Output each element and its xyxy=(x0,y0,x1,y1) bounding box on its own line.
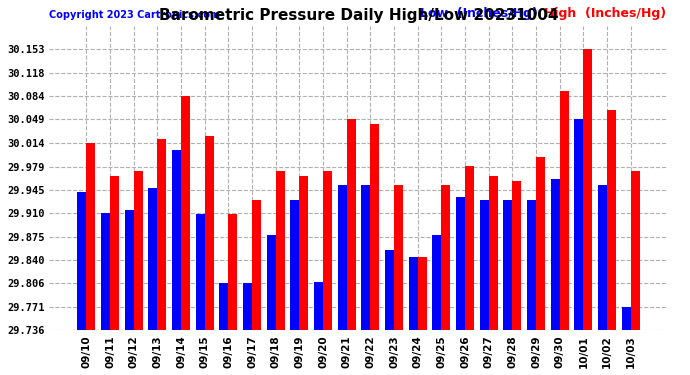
Bar xyxy=(607,110,616,330)
Bar xyxy=(480,200,489,330)
Bar xyxy=(371,124,380,330)
Bar xyxy=(465,166,474,330)
Bar xyxy=(196,214,205,330)
Bar xyxy=(433,236,442,330)
Bar xyxy=(252,200,261,330)
Bar xyxy=(513,181,522,330)
Bar xyxy=(314,282,323,330)
Text: Low  (Inches/Hg): Low (Inches/Hg) xyxy=(420,7,538,20)
Bar xyxy=(456,197,465,330)
Bar xyxy=(622,307,631,330)
Bar xyxy=(110,176,119,330)
Bar xyxy=(219,283,228,330)
Bar xyxy=(504,200,513,330)
Bar xyxy=(228,214,237,330)
Text: Copyright 2023 Cartronics.com: Copyright 2023 Cartronics.com xyxy=(49,10,220,20)
Bar xyxy=(205,136,214,330)
Bar xyxy=(417,257,426,330)
Text: High  (Inches/Hg): High (Inches/Hg) xyxy=(544,7,667,20)
Bar xyxy=(290,200,299,330)
Title: Barometric Pressure Daily High/Low 20231004: Barometric Pressure Daily High/Low 20231… xyxy=(159,8,558,23)
Bar xyxy=(347,119,356,330)
Bar xyxy=(148,188,157,330)
Bar xyxy=(560,91,569,330)
Bar xyxy=(323,171,332,330)
Bar xyxy=(125,210,134,330)
Bar xyxy=(575,119,584,330)
Bar xyxy=(631,171,640,330)
Bar xyxy=(77,192,86,330)
Bar xyxy=(408,257,417,330)
Bar xyxy=(489,176,497,330)
Bar xyxy=(536,157,545,330)
Bar xyxy=(181,96,190,330)
Bar xyxy=(442,186,451,330)
Bar xyxy=(551,179,560,330)
Bar xyxy=(276,171,285,330)
Bar xyxy=(598,186,607,330)
Bar xyxy=(385,250,394,330)
Bar xyxy=(172,150,181,330)
Bar xyxy=(157,139,166,330)
Bar xyxy=(134,171,143,330)
Bar xyxy=(362,186,371,330)
Bar xyxy=(527,200,536,330)
Bar xyxy=(299,176,308,330)
Bar xyxy=(267,235,276,330)
Bar xyxy=(86,143,95,330)
Bar xyxy=(101,213,110,330)
Bar xyxy=(338,186,347,330)
Bar xyxy=(394,186,403,330)
Bar xyxy=(584,50,593,330)
Bar xyxy=(243,283,252,330)
